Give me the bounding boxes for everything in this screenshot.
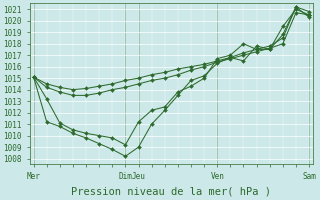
X-axis label: Pression niveau de la mer( hPa ): Pression niveau de la mer( hPa ) xyxy=(71,187,271,197)
